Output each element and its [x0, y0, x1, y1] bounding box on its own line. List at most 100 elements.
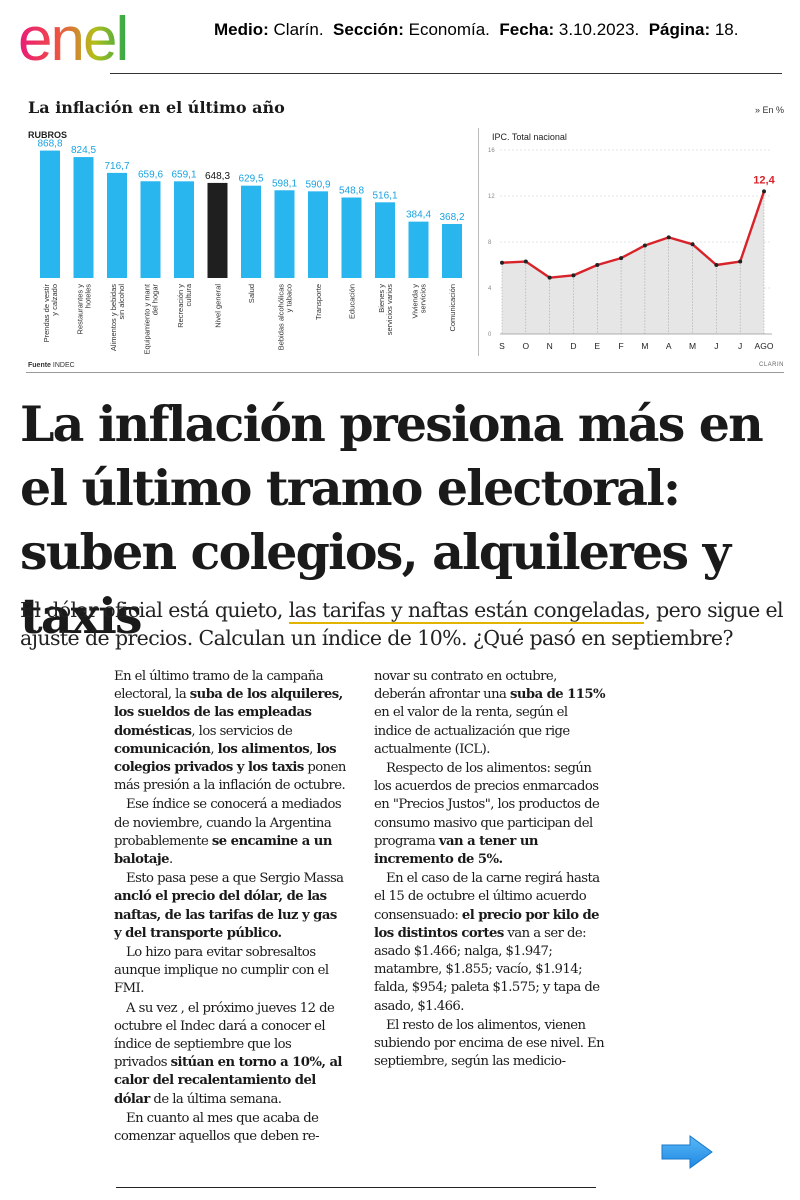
subhead-highlight: las tarifas y naftas están congeladas: [288, 598, 645, 624]
article-paragraph: El resto de los alimentos, vienen subien…: [374, 1017, 606, 1072]
bar: [140, 181, 161, 278]
article-paragraph: novar su contrato en octubre, deberán af…: [374, 668, 606, 759]
article-paragraph: Esto pasa pese a que Sergio Massa ancló …: [114, 870, 346, 943]
ipc-point: [690, 242, 695, 247]
bar: [207, 182, 228, 278]
bold-run: los alimentos: [217, 741, 310, 757]
text-run: El resto de los alimentos, vienen subien…: [374, 1017, 605, 1070]
bar-value-label: 516,1: [372, 190, 397, 201]
bold-run: sitúan en torno a 10%, al calor del reca…: [114, 1055, 342, 1107]
bold-run: ancló el precio del dólar, de las naftas…: [114, 889, 337, 941]
x-tick-label: N: [547, 341, 553, 351]
bar: [408, 221, 429, 278]
seccion-value: Economía.: [408, 20, 490, 39]
bar-value-label: 598,1: [272, 178, 297, 189]
bold-run: comunicación: [114, 741, 211, 757]
category-label: Salud: [247, 284, 256, 303]
category-label: Educación: [348, 284, 357, 319]
bold-run: van a tener un incremento de 5%.: [374, 833, 538, 868]
y-tick-label: 8: [488, 240, 492, 246]
bar: [73, 157, 94, 278]
x-tick-label: E: [594, 341, 600, 351]
text-run: de la última semana.: [149, 1091, 282, 1107]
source-value: INDEC: [52, 362, 75, 369]
article-paragraph: En el último tramo de la campaña elector…: [114, 668, 346, 795]
category-label-line: Alimentos y bebidas: [109, 284, 118, 351]
text-run: novar su contrato en octubre, deberán af…: [374, 669, 557, 703]
x-tick-label: M: [641, 341, 648, 351]
category-label-line: sin alcohol: [117, 284, 126, 320]
article-paragraph: Respecto de los alimentos: según los acu…: [374, 760, 606, 869]
x-tick-label: J: [714, 341, 718, 351]
svg-text:enel: enel: [18, 8, 127, 68]
bar: [442, 223, 462, 278]
y-tick-label: 16: [488, 148, 495, 154]
pagina-value: 18.: [714, 20, 739, 39]
text-run: En cuanto al mes que acaba de comenzar a…: [114, 1110, 320, 1145]
category-label-line: Restaurantes y: [76, 284, 85, 335]
category-label-line: Comunicación: [448, 284, 457, 332]
headline: La inflación presiona más en el último t…: [20, 395, 764, 645]
category-label: Bebidas alcohólicas y tabaco: [277, 284, 294, 351]
category-label: Bienes y servicios varios: [377, 284, 394, 336]
fecha-label: Fecha:: [499, 20, 555, 39]
text-run: , los servicios de: [191, 723, 293, 739]
category-label: Alimentos y bebidas sin alcohol: [109, 284, 126, 351]
unit-note: » En %: [754, 105, 784, 115]
text-run: Esto pasa pese a que Sergio Massa: [126, 871, 344, 887]
y-tick-label: 4: [488, 286, 492, 292]
category-label-line: Recreación y: [176, 284, 185, 328]
text-run: A su vez , el próximo jueves 12 de octub…: [114, 1000, 335, 1071]
category-label: Prendas de vestir y calzado: [42, 284, 59, 343]
category-label: Comunicación: [448, 284, 457, 332]
ipc-area: [502, 191, 764, 334]
bar: [40, 150, 60, 278]
text-run: ,: [309, 741, 317, 757]
x-tick-label: M: [689, 341, 696, 351]
arrow-right-icon[interactable]: [660, 1134, 714, 1170]
ipc-point: [523, 259, 528, 264]
seccion-label: Sección:: [333, 20, 404, 39]
bar: [341, 197, 362, 278]
text-run: .: [168, 852, 173, 868]
bar-value-label: 868,8: [37, 139, 62, 150]
text-run: ,: [210, 741, 218, 757]
bar-value-label: 659,6: [138, 169, 163, 180]
ipc-point: [500, 260, 504, 265]
bold-run: suba de los alquileres, los sueldos de l…: [114, 687, 343, 739]
bar-value-label: 824,5: [71, 145, 96, 156]
subhead: El dólar oficial está quieto, las tarifa…: [20, 596, 790, 652]
category-label-line: y tabaco: [285, 284, 294, 312]
article-paragraph: En el caso de la carne regirá hasta el 1…: [374, 870, 606, 1016]
category-label-line: hoteles: [84, 284, 93, 308]
bar: [308, 191, 328, 278]
bar-value-label: 384,4: [406, 210, 431, 221]
category-label: Equipamiento y mant del hogar: [143, 283, 160, 354]
x-tick-label: S: [499, 341, 505, 351]
bold-run: los colegios privados y los taxis: [114, 741, 337, 776]
y-tick-label: 0: [488, 332, 492, 338]
x-tick-label: J: [738, 341, 742, 351]
category-label-line: Nivel general: [214, 284, 223, 328]
bar: [375, 202, 395, 278]
bold-run: suba de 115%: [509, 687, 606, 703]
article-paragraph: Lo hizo para evitar sobresaltos aunque i…: [114, 944, 346, 999]
ipc-point: [547, 275, 552, 280]
source-label: Fuente: [28, 362, 51, 369]
bar: [274, 190, 295, 278]
bar: [174, 181, 194, 278]
category-label-line: cultura: [184, 283, 193, 306]
medio-label: Medio:: [214, 20, 269, 39]
infographic-title: La inflación en el último año: [28, 98, 285, 117]
ipc-point: [619, 256, 624, 261]
subhead-start: El dólar oficial está quieto,: [20, 598, 283, 622]
text-run: En el caso de la carne regirá hasta el 1…: [374, 871, 600, 923]
text-run: en el valor de la renta, según el indice…: [374, 705, 570, 757]
text-run: En el último tramo de la campaña elector…: [114, 669, 324, 703]
bar-value-label: 648,3: [205, 171, 230, 182]
x-tick-label: A: [666, 341, 672, 351]
chart-separator: [478, 128, 479, 356]
category-label-line: Educación: [348, 284, 357, 319]
enel-logo: enel: [18, 8, 129, 68]
